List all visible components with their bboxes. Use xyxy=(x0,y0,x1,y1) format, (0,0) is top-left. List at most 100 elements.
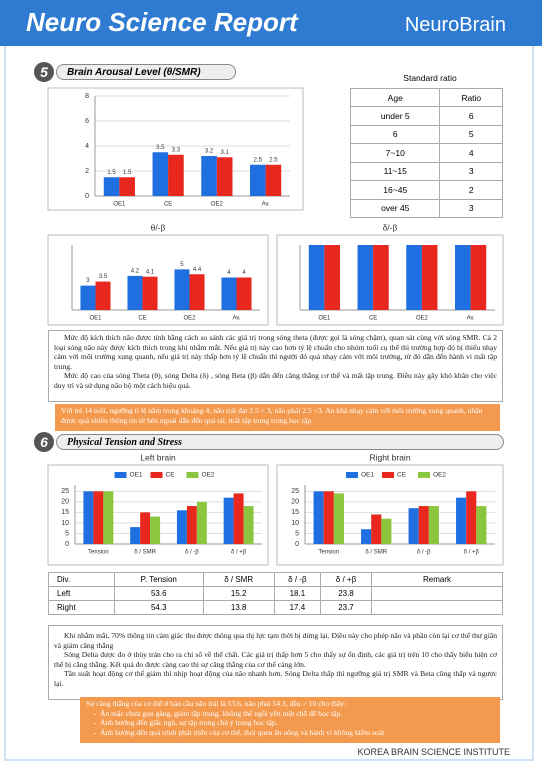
ratio-table: Age Ratio under 5 6 6 5 7~10 4 11~15 3 16~45 2 over … xyxy=(349,88,503,218)
bar xyxy=(174,269,190,310)
value-label: 4.2 xyxy=(131,268,140,274)
bar xyxy=(233,493,244,544)
table-row: 16~45 2 xyxy=(349,180,503,200)
value-label: 1.5 xyxy=(107,170,116,176)
y-tick-label: 4 xyxy=(85,143,89,150)
bar xyxy=(168,154,184,196)
column-header: Ratio xyxy=(439,88,503,107)
table-cell: 23.8 xyxy=(319,586,373,601)
legend-swatch xyxy=(150,472,163,478)
value-label: 3.3 xyxy=(172,147,181,153)
table-row: over 45 3 xyxy=(349,198,503,218)
bar xyxy=(333,493,344,544)
legend-swatch xyxy=(114,472,127,478)
bar xyxy=(103,491,114,544)
highlight-intro: Sự căng thẳng của cơ thể ở bán cầu não t… xyxy=(86,699,347,708)
paragraph: Mức độ cao của sóng Theta (θ), sóng Delt… xyxy=(54,371,497,390)
table-cell: 3 xyxy=(439,198,503,218)
y-tick-label: 0 xyxy=(295,541,299,548)
legend-label: CE xyxy=(397,472,407,479)
y-tick-label: 25 xyxy=(61,488,69,495)
table-row: 11~15 3 xyxy=(349,161,503,181)
table-cell: 3 xyxy=(439,161,503,181)
chart-title: Right brain xyxy=(369,452,410,462)
table-row: Left 53.6 15.2 18.1 23.8 xyxy=(48,586,503,601)
bar xyxy=(406,245,422,310)
x-tick-label: Av. xyxy=(262,202,270,208)
bar xyxy=(466,491,477,544)
paragraph: Mức độ kích thích não được tính bằng các… xyxy=(54,333,497,371)
bar xyxy=(408,508,419,544)
table-cell: 7~10 xyxy=(349,143,441,163)
x-tick-label: OE1 xyxy=(113,202,126,208)
logo: NeuroBrain xyxy=(404,14,506,36)
value-label: 4.1 xyxy=(146,269,155,275)
bar xyxy=(80,285,96,310)
y-tick-label: 10 xyxy=(61,520,69,527)
y-tick-label: 0 xyxy=(85,193,89,200)
bar xyxy=(243,506,254,544)
bar xyxy=(186,506,197,544)
bar xyxy=(308,245,325,310)
bar xyxy=(196,501,207,544)
bar xyxy=(428,506,439,544)
highlight-box: Sự căng thẳng của cơ thể ở bán cầu não t… xyxy=(80,697,500,743)
bar xyxy=(103,177,120,196)
x-tick-label: Tension xyxy=(318,550,339,556)
report-title: Neuro Science Report xyxy=(26,7,298,37)
bar xyxy=(371,514,382,544)
table-cell: 2 xyxy=(439,180,503,200)
bar xyxy=(150,516,161,544)
bar xyxy=(323,491,334,544)
text-box: Mức độ kích thích não được tính bằng các… xyxy=(48,330,503,402)
paragraph: Sóng Delta được đo ở thùy trán cho ra ch… xyxy=(54,650,497,669)
x-tick-label: CE xyxy=(369,316,377,322)
y-tick-label: 2 xyxy=(85,168,89,175)
tension-table: Div. P. Tension δ / SMR δ / -β δ / +β Remark L… xyxy=(48,572,503,615)
x-tick-label: δ / SMR xyxy=(134,550,156,556)
section-number: 6 xyxy=(34,432,54,452)
value-label: 1.5 xyxy=(123,170,132,176)
x-tick-label: OE2 xyxy=(183,316,196,322)
x-tick-label: OE1 xyxy=(318,316,331,322)
x-tick-label: δ / SMR xyxy=(365,550,387,556)
value-label: 4 xyxy=(227,270,231,276)
table-cell: Right xyxy=(48,600,115,615)
y-tick-label: 0 xyxy=(65,541,69,548)
section-number: 5 xyxy=(34,62,54,82)
bar xyxy=(127,275,143,310)
chart-title: δ/-β xyxy=(383,222,398,232)
bar xyxy=(130,527,141,544)
bullet: Ảnh hưởng đến quá trình phát triển của c… xyxy=(100,728,494,738)
table-cell: 11~15 xyxy=(349,161,441,181)
bar xyxy=(93,491,104,544)
bullet: Ảnh hưởng đến giấc ngủ, sự tập trung chú… xyxy=(100,718,494,728)
legend-swatch xyxy=(346,472,358,478)
bar xyxy=(216,157,233,196)
bar xyxy=(223,497,234,544)
y-tick-label: 15 xyxy=(291,509,299,516)
section-title: Physical Tension and Stress xyxy=(56,434,504,450)
y-tick-label: 25 xyxy=(291,488,299,495)
value-label: 2.5 xyxy=(254,157,263,163)
header: Neuro Science Report NeuroBrain xyxy=(0,0,542,46)
bar xyxy=(324,245,340,310)
y-tick-label: 20 xyxy=(61,499,69,506)
bar xyxy=(119,177,135,196)
bar xyxy=(83,491,94,544)
section-title: Brain Arousal Level (θ/SMR) xyxy=(56,64,236,80)
bar xyxy=(361,529,372,544)
table-cell: 6 xyxy=(349,124,441,144)
value-label: 4 xyxy=(242,270,246,276)
x-tick-label: OE2 xyxy=(416,316,429,322)
bar xyxy=(421,245,438,310)
bar xyxy=(456,497,467,544)
bar xyxy=(140,512,151,544)
legend-label: CE xyxy=(166,472,176,479)
table-cell: 4 xyxy=(439,143,503,163)
x-tick-label: Tension xyxy=(88,550,109,556)
bullet-list: Ăn mặc chưa gọn gàng, giảm tập trung, kh… xyxy=(86,709,494,738)
